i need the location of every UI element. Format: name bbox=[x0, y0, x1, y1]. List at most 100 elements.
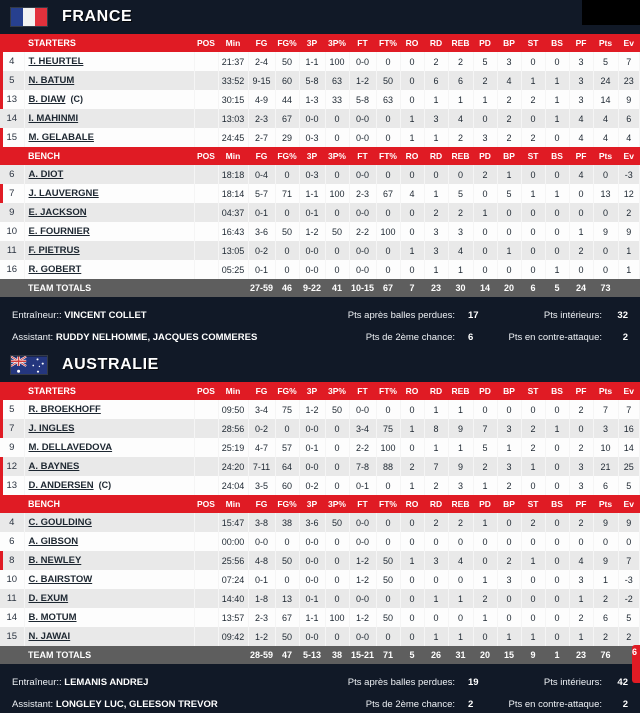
player-name-link[interactable]: R. BROEKHOFF bbox=[28, 404, 101, 415]
player-name-link[interactable]: C. BAIRSTOW bbox=[28, 574, 93, 585]
stat-cell: 3 bbox=[497, 52, 522, 71]
player-name-link[interactable]: T. HEURTEL bbox=[28, 56, 84, 67]
column-header: Ev bbox=[623, 38, 634, 48]
player-name-link[interactable]: A. GIBSON bbox=[28, 536, 79, 547]
stat-cell: 0 bbox=[376, 627, 401, 646]
stat-cell: 3-8 bbox=[248, 513, 276, 532]
player-name-link[interactable]: D. ANDERSEN bbox=[28, 480, 94, 491]
stat-cell: 5 bbox=[473, 438, 498, 457]
stat-cell: 0 bbox=[424, 608, 449, 627]
player-row: 13 D. ANDERSEN (C) 24:04 3-5 60 0-2 0 0-1 0 1 2 3 1 2 0… bbox=[0, 476, 640, 495]
player-name-link[interactable]: R. GOBERT bbox=[28, 264, 82, 275]
stat-cell: 0 bbox=[545, 627, 570, 646]
totals-stat-cell: 30 bbox=[455, 283, 466, 293]
stat-cell: 2 bbox=[497, 109, 522, 128]
stat-cell: 2 bbox=[569, 241, 594, 260]
stat-cell: 1 bbox=[521, 627, 546, 646]
stat-cell: 0-0 bbox=[349, 165, 377, 184]
stat-label: Pts en contre-attaque: bbox=[508, 331, 602, 343]
stat-cell: 0-0 bbox=[299, 241, 326, 260]
stat-cell: 0 bbox=[400, 90, 425, 109]
stat-cell: 2 bbox=[569, 438, 594, 457]
column-header: PF bbox=[575, 38, 587, 48]
column-header: BP bbox=[503, 386, 515, 396]
stat-cell: 0 bbox=[275, 570, 300, 589]
stat-cell: 0 bbox=[545, 608, 570, 627]
stat-cell: 16 bbox=[618, 419, 640, 438]
stat-cell: 1-1 bbox=[299, 184, 326, 203]
stat-cell: -3 bbox=[618, 165, 640, 184]
player-name-link[interactable]: M. DELLAVEDOVA bbox=[28, 442, 113, 453]
player-name-link[interactable]: A. DIOT bbox=[28, 169, 64, 180]
column-header: Ev bbox=[623, 499, 634, 509]
stat-cell: 5 bbox=[448, 184, 474, 203]
player-name-link[interactable]: E. FOURNIER bbox=[28, 226, 90, 237]
box-score-table-australia: STARTERS POS Min FG FG% 3P 3P% FT FT% RO RD REB PD BP… bbox=[0, 382, 640, 664]
column-header: RO bbox=[405, 386, 419, 396]
team-header-australia: AUSTRALIE bbox=[0, 348, 640, 382]
player-name-link[interactable]: B. DIAW bbox=[28, 94, 66, 105]
stat-cell: 2 bbox=[521, 513, 546, 532]
team-header-france: FRANCE bbox=[0, 0, 640, 34]
player-name-cell: C. GOULDING bbox=[24, 513, 195, 532]
stat-cell: 2 bbox=[497, 476, 522, 495]
assistant-label: Assistant: bbox=[12, 698, 54, 710]
stat-cell: 0-0 bbox=[349, 627, 377, 646]
player-name-link[interactable]: B. MOTUM bbox=[28, 612, 77, 623]
stat-cell: 0-0 bbox=[349, 128, 377, 147]
player-name-link[interactable]: E. JACKSON bbox=[28, 207, 87, 218]
player-name-link[interactable]: M. GELABALE bbox=[28, 132, 94, 143]
stat-cell: 0 bbox=[569, 419, 594, 438]
stat-cell: 0 bbox=[545, 222, 570, 241]
stat-cell: 5-7 bbox=[248, 184, 276, 203]
stat-cell: 0 bbox=[376, 241, 401, 260]
player-name-cell: A. BAYNES bbox=[24, 457, 195, 476]
player-name-link[interactable]: F. PIETRUS bbox=[28, 245, 80, 256]
player-name-link[interactable]: N. JAWAI bbox=[28, 631, 71, 642]
stat-cell bbox=[194, 260, 219, 279]
stat-cell: 0 bbox=[521, 52, 546, 71]
edge-badge[interactable]: 6 bbox=[632, 645, 640, 683]
stat-cell: 75 bbox=[275, 400, 300, 419]
stat-cell: 1 bbox=[545, 184, 570, 203]
totals-stat-cell: 67 bbox=[382, 283, 393, 293]
player-name-link[interactable]: J. INGLES bbox=[28, 423, 75, 434]
jersey-number: 15 bbox=[0, 627, 25, 646]
column-header: 3P% bbox=[328, 499, 346, 509]
stat-cell: 0 bbox=[325, 551, 350, 570]
stat-cell bbox=[194, 589, 219, 608]
player-name-link[interactable]: D. EXUM bbox=[28, 593, 69, 604]
stat-cell: 2-7 bbox=[248, 128, 276, 147]
player-name-link[interactable]: N. BATUM bbox=[28, 75, 75, 86]
player-name-link[interactable]: A. BAYNES bbox=[28, 461, 80, 472]
stat-cell: 1 bbox=[497, 627, 522, 646]
stat-cell: 0 bbox=[521, 109, 546, 128]
stat-cell bbox=[194, 400, 219, 419]
stat-cell: 0 bbox=[448, 165, 474, 184]
totals-stat-cell: 76 bbox=[600, 650, 611, 660]
stat-cell: 9 bbox=[448, 419, 474, 438]
stat-cell: 3 bbox=[569, 71, 594, 90]
player-row: 14 B. MOTUM 13:57 2-3 67 1-1 100 1-2 50 0 0 0 1 0 0 0 2 6… bbox=[0, 608, 640, 627]
player-name-link[interactable]: C. GOULDING bbox=[28, 517, 92, 528]
stat-cell: 50 bbox=[376, 570, 401, 589]
player-name-link[interactable]: B. NEWLEY bbox=[28, 555, 82, 566]
footer-row: Assistant: LONGLEY LUC, GLEESON TREVOR P… bbox=[12, 693, 632, 713]
stat-cell: 1 bbox=[545, 260, 570, 279]
stat-cell: 1 bbox=[497, 241, 522, 260]
jersey-number: 6 bbox=[0, 165, 25, 184]
column-header: ST bbox=[527, 499, 539, 509]
stat-cell: 3 bbox=[569, 476, 594, 495]
column-header: FG% bbox=[277, 38, 297, 48]
stat-cell: 29 bbox=[275, 128, 300, 147]
player-name-link[interactable]: I. MAHINMI bbox=[28, 113, 79, 124]
totals-stat-cell: 1 bbox=[554, 650, 560, 660]
player-name-link[interactable]: J. LAUVERGNE bbox=[28, 188, 99, 199]
jersey-number: 11 bbox=[0, 241, 25, 260]
coach-name: VINCENT COLLET bbox=[64, 309, 147, 321]
stat-cell: 50 bbox=[325, 400, 350, 419]
player-row: 7 J. LAUVERGNE 18:14 5-7 71 1-1 100 2-3 67 4 1 5 0 5 1… bbox=[0, 184, 640, 203]
stat-cell: 4-8 bbox=[248, 551, 276, 570]
stat-cell: 2 bbox=[448, 128, 474, 147]
coach-label: Entraîneur:: bbox=[12, 309, 62, 321]
